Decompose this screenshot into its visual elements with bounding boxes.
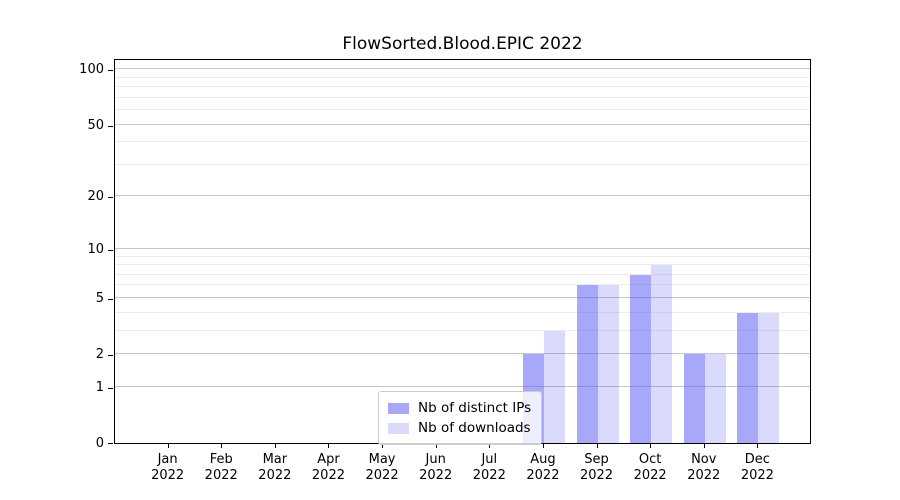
x-tick-dec — [757, 444, 759, 448]
x-tick-label-jul: Jul 2022 — [472, 452, 506, 483]
gridline-major-5 — [115, 296, 810, 298]
x-tick-jan — [167, 444, 169, 448]
y-tick-label-10: 10 — [87, 241, 104, 257]
x-tick-oct — [650, 444, 652, 448]
x-tick-may — [382, 444, 384, 448]
x-tick-label-oct: Oct 2022 — [633, 452, 667, 483]
legend: Nb of distinct IPs Nb of downloads — [378, 391, 543, 445]
bar-downloads-nov — [704, 354, 726, 443]
gridline-minor-80 — [115, 86, 810, 88]
gridline-minor-3 — [115, 329, 810, 331]
bar-distinct-ips-dec — [737, 312, 759, 443]
plot-area — [114, 59, 811, 444]
y-tick-1 — [108, 387, 113, 389]
x-tick-label-jan: Jan 2022 — [151, 452, 185, 483]
gridline-major-20 — [115, 195, 810, 197]
x-tick-nov — [703, 444, 705, 448]
bar-distinct-ips-oct — [630, 274, 652, 443]
chart-title: FlowSorted.Blood.EPIC 2022 — [342, 34, 583, 54]
x-tick-jun — [435, 444, 437, 448]
gridline-minor-30 — [115, 163, 810, 165]
bar-downloads-sep — [597, 285, 619, 443]
gridline-minor-6 — [115, 284, 810, 286]
legend-swatch-distinct-ips — [388, 402, 409, 414]
y-tick-label-0: 0 — [95, 436, 104, 451]
x-tick-label-mar: Mar 2022 — [258, 452, 292, 483]
x-tick-jul — [489, 444, 491, 448]
x-tick-label-may: May 2022 — [365, 452, 399, 483]
gridline-minor-4 — [115, 311, 810, 313]
y-tick-20 — [108, 197, 113, 199]
gridline-minor-7 — [115, 273, 810, 275]
y-tick-50 — [108, 125, 113, 127]
y-tick-label-1: 1 — [95, 379, 104, 395]
x-tick-label-dec: Dec 2022 — [740, 452, 774, 483]
x-tick-label-aug: Aug 2022 — [526, 452, 560, 483]
x-tick-mar — [274, 444, 276, 448]
y-tick-label-50: 50 — [87, 117, 104, 133]
x-tick-feb — [221, 444, 223, 448]
gridline-major-2 — [115, 353, 810, 355]
gridline-minor-70 — [115, 96, 810, 98]
gridline-minor-40 — [115, 141, 810, 143]
y-tick-10 — [108, 249, 113, 251]
x-tick-label-jun: Jun 2022 — [419, 452, 453, 483]
y-tick-label-5: 5 — [95, 290, 104, 306]
gridline-major-100 — [115, 68, 810, 70]
legend-item-downloads: Nb of downloads — [388, 418, 531, 438]
y-tick-label-2: 2 — [95, 347, 104, 363]
x-tick-label-feb: Feb 2022 — [204, 452, 238, 483]
legend-label-distinct-ips: Nb of distinct IPs — [418, 400, 532, 416]
x-tick-aug — [542, 444, 544, 448]
bar-downloads-aug — [543, 330, 565, 443]
gridline-minor-90 — [115, 76, 810, 78]
x-tick-label-nov: Nov 2022 — [687, 452, 721, 483]
gridline-major-10 — [115, 247, 810, 249]
x-tick-label-apr: Apr 2022 — [311, 452, 345, 483]
x-tick-apr — [328, 444, 330, 448]
legend-label-downloads: Nb of downloads — [418, 420, 531, 436]
gridline-minor-60 — [115, 109, 810, 111]
y-tick-label-100: 100 — [79, 62, 104, 78]
gridline-major-50 — [115, 123, 810, 125]
bar-distinct-ips-sep — [576, 285, 598, 443]
bar-downloads-oct — [651, 265, 673, 443]
gridline-minor-9 — [115, 255, 810, 257]
x-tick-sep — [596, 444, 598, 448]
bar-downloads-dec — [758, 312, 780, 443]
gridline-major-1 — [115, 385, 810, 387]
bar-distinct-ips-nov — [683, 354, 705, 443]
legend-item-distinct-ips: Nb of distinct IPs — [388, 398, 531, 418]
x-tick-label-sep: Sep 2022 — [579, 452, 614, 483]
y-tick-label-20: 20 — [87, 189, 104, 205]
gridline-minor-8 — [115, 264, 810, 266]
y-tick-100 — [108, 70, 113, 72]
y-tick-2 — [108, 355, 113, 357]
y-tick-5 — [108, 298, 113, 300]
y-tick-0 — [108, 443, 113, 444]
legend-swatch-downloads — [388, 422, 409, 434]
